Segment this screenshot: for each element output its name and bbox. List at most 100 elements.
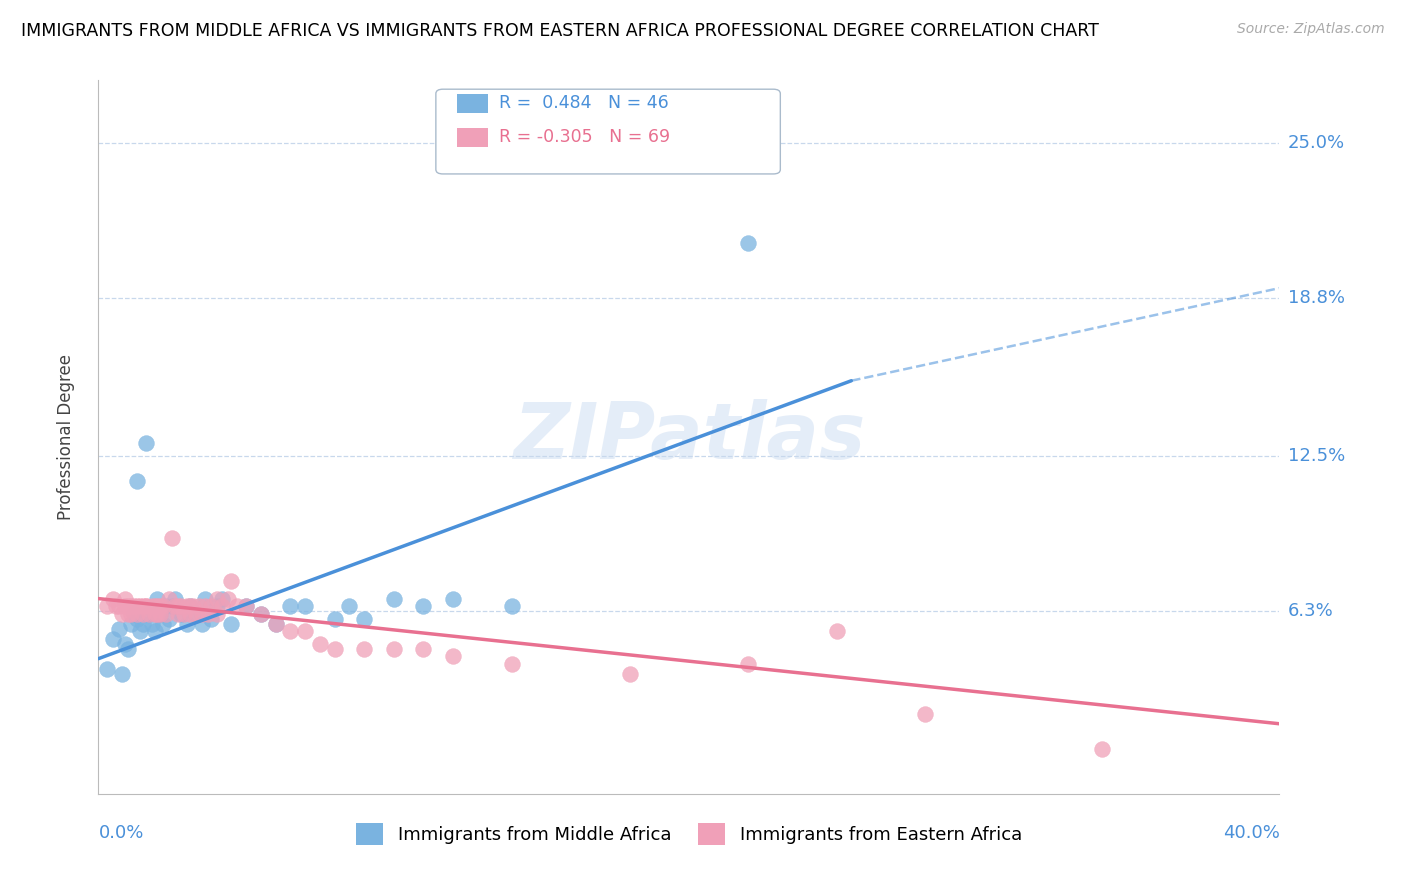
Point [117,607,139,621]
Point [132,607,155,621]
Point [294,599,316,613]
Point [619,666,641,681]
Point [179,599,201,613]
Point [264,616,287,631]
Point [132,599,155,613]
Point [128,624,150,639]
Point [157,591,180,606]
Point [184,607,207,621]
Y-axis label: Professional Degree: Professional Degree [56,354,75,520]
Point [176,599,198,613]
Point [152,599,174,613]
Point [165,591,187,606]
Point [125,612,148,626]
Point [162,599,183,613]
Point [235,599,257,613]
Point [149,607,172,621]
Point [155,599,177,613]
Point [146,591,169,606]
Point [353,612,375,626]
Point [825,624,848,639]
Point [250,607,273,621]
Point [323,641,346,656]
Point [501,657,523,671]
Text: 0.0%: 0.0% [98,824,143,842]
Text: R =  0.484   N = 46: R = 0.484 N = 46 [499,95,669,112]
Point [179,607,201,621]
Text: Source: ZipAtlas.com: Source: ZipAtlas.com [1237,22,1385,37]
Point [914,706,936,721]
Legend: Immigrants from Middle Africa, Immigrants from Eastern Africa: Immigrants from Middle Africa, Immigrant… [349,816,1029,853]
Point [173,607,195,621]
Point [353,641,375,656]
Point [143,607,166,621]
Point [184,607,207,621]
Point [412,641,434,656]
Point [187,599,209,613]
Point [155,607,177,621]
Point [339,599,361,613]
Point [111,607,134,621]
Point [114,591,136,606]
Point [250,607,273,621]
Point [125,474,148,488]
Point [96,662,118,676]
Point [170,599,193,613]
Point [103,591,125,606]
Point [280,624,302,639]
Point [125,599,148,613]
Point [108,622,131,636]
Point [141,616,163,631]
Point [105,599,128,613]
Point [205,607,228,621]
Point [211,591,233,606]
Point [200,612,222,626]
Point [149,607,172,621]
Point [149,599,172,613]
Point [162,532,183,546]
Point [382,591,405,606]
Point [181,599,204,613]
Point [165,599,187,613]
Point [143,599,166,613]
Point [235,599,257,613]
Text: R = -0.305   N = 69: R = -0.305 N = 69 [499,128,671,146]
Point [280,599,302,613]
Point [382,641,405,656]
Point [194,591,217,606]
Text: 25.0%: 25.0% [1288,134,1346,152]
Point [264,616,287,631]
Point [114,637,136,651]
Point [221,616,243,631]
Point [152,616,174,631]
Point [191,607,214,621]
Text: 40.0%: 40.0% [1223,824,1279,842]
Point [128,599,150,613]
Point [323,612,346,626]
Point [146,599,169,613]
Point [141,599,163,613]
Text: ZIPatlas: ZIPatlas [513,399,865,475]
Point [120,599,142,613]
Point [191,616,214,631]
Point [103,632,125,646]
Point [412,599,434,613]
Point [125,607,148,621]
Point [1091,741,1114,756]
Point [120,607,142,621]
Point [138,607,160,621]
Point [167,599,190,613]
Point [737,657,759,671]
Point [205,591,228,606]
Point [737,235,759,250]
Text: IMMIGRANTS FROM MIDDLE AFRICA VS IMMIGRANTS FROM EASTERN AFRICA PROFESSIONAL DEG: IMMIGRANTS FROM MIDDLE AFRICA VS IMMIGRA… [21,22,1099,40]
Point [135,599,157,613]
Point [194,599,217,613]
Point [138,607,160,621]
Point [132,616,155,631]
Point [114,599,136,613]
Point [211,599,233,613]
Point [167,607,190,621]
Point [111,666,134,681]
Point [205,599,228,613]
